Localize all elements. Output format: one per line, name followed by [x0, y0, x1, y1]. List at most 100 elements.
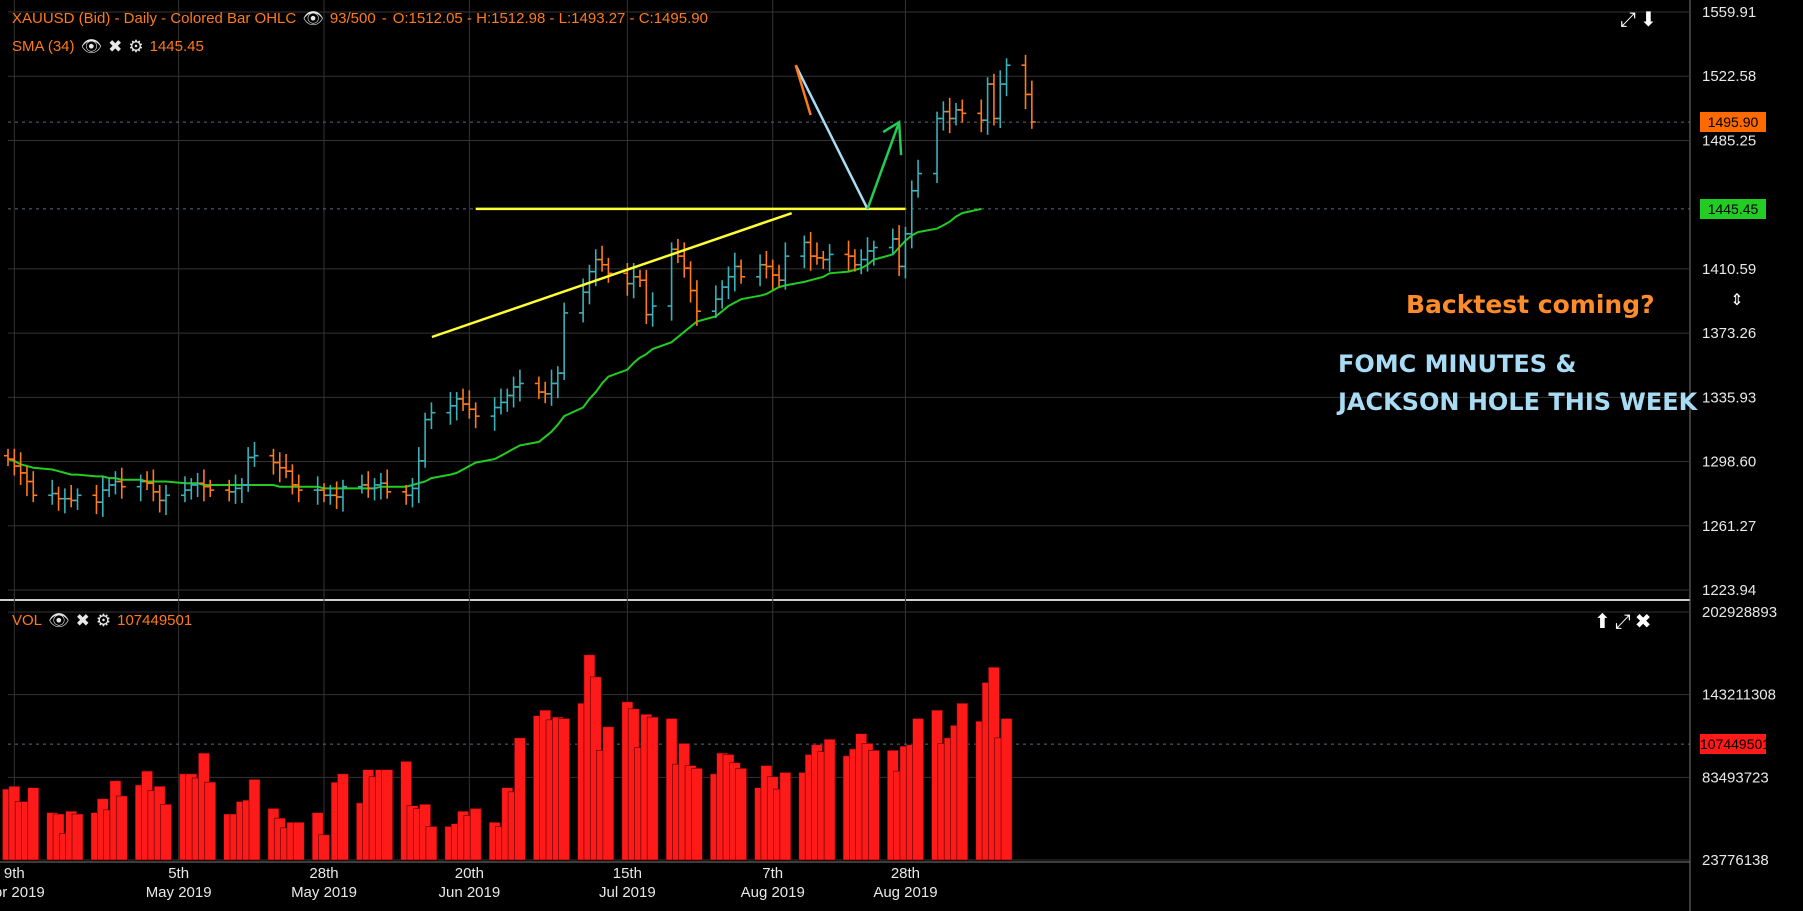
close-icon[interactable]: ✖: [75, 611, 90, 630]
ohlc-bar: [67, 484, 76, 508]
volume-legend: VOL 👁 ✖ ⚙ 107449501: [12, 612, 192, 629]
volume-bar: [823, 738, 836, 861]
sma-line: [7, 207, 982, 490]
volume-tick-label: 83493723: [1702, 769, 1769, 786]
ohlc-bar: [180, 476, 189, 503]
volume-bar: [381, 769, 394, 861]
eye-icon[interactable]: 👁: [48, 611, 70, 630]
ohlc-bar: [98, 476, 107, 517]
ohlc-readout-dash: -: [381, 10, 387, 27]
time-tick-day: 9th: [4, 865, 25, 882]
ohlc-bar: [737, 259, 746, 284]
volume-bar: [469, 808, 482, 861]
ohlc-bar: [105, 478, 114, 497]
ohlc-bar: [1027, 80, 1036, 129]
close-icon[interactable]: ✖: [1634, 611, 1652, 633]
volume-label: VOL: [12, 612, 43, 629]
fomc-annotation-line1[interactable]: FOMC MINUTES &: [1338, 350, 1577, 378]
ohlc-bar: [60, 488, 69, 514]
ohlc-bar: [338, 479, 347, 512]
ohlc-bar: [414, 447, 423, 504]
eye-icon[interactable]: 👁: [80, 37, 103, 56]
ohlc-bar: [534, 376, 543, 399]
volume-bar: [646, 716, 659, 861]
arrow-up-icon[interactable]: ⬆: [1594, 611, 1611, 633]
ohlc-bar: [155, 484, 164, 513]
sma-legend: SMA (34) 👁 ✖ ⚙ 1445.45: [12, 38, 204, 55]
price-panel-toolbar: ⤢ ⬇: [1620, 10, 1657, 30]
scale-drag-handle-icon[interactable]: ⇕: [1730, 292, 1744, 309]
rising-trendline: [431, 211, 793, 339]
time-tick-month: May 2019: [146, 884, 212, 901]
ohlc-bar: [958, 99, 967, 123]
gear-icon[interactable]: ⚙: [95, 611, 112, 630]
ohlc-bar: [136, 474, 145, 502]
sma-price-badge: 1445.45: [1700, 198, 1766, 219]
bars-count: 93/500: [329, 10, 376, 27]
ohlc-bar: [781, 242, 790, 290]
volume-panel-toolbar: ⬆ ⤢ ✖: [1594, 612, 1652, 632]
ohlc-readout: O:1512.05 - H:1512.98 - L:1493.27 - C:14…: [392, 10, 708, 27]
ohlc-bar: [812, 242, 821, 265]
ohlc-bar: [724, 266, 733, 300]
price-tick-label: 1559.91: [1702, 4, 1756, 21]
volume-bar: [735, 768, 747, 861]
ohlc-bar: [604, 257, 613, 283]
volume-tick-label: 23776138: [1702, 852, 1769, 869]
volume-tick-label: 143211308: [1702, 687, 1776, 704]
volume-value: 107449501: [117, 612, 193, 629]
time-tick-day: 28th: [891, 865, 920, 882]
ohlc-bar: [1021, 54, 1030, 110]
expand-icon[interactable]: ⤢: [1614, 611, 1631, 633]
fomc-annotation-line2[interactable]: JACKSON HOLE THIS WEEK: [1338, 388, 1698, 416]
sma-label: SMA (34): [12, 38, 75, 55]
ohlc-bar: [332, 481, 341, 510]
ohlc-bar: [680, 242, 689, 278]
arrow-down-icon[interactable]: ⬇: [1640, 9, 1657, 31]
ohlc-bar: [560, 302, 569, 381]
gear-icon[interactable]: ⚙: [128, 37, 144, 56]
price-tick-label: 1373.26: [1702, 325, 1756, 342]
ohlc-bar: [294, 474, 303, 503]
ohlc-bar: [648, 292, 657, 327]
eye-icon[interactable]: 👁: [302, 9, 324, 28]
ohlc-bar: [945, 97, 954, 134]
ohlc-bar: [48, 479, 57, 505]
price-legend: XAUUSD (Bid) - Daily - Colored Bar OHLC …: [12, 10, 708, 27]
axes-layer: 1223.94 1261.27 1298.60 1335.93 1373.26 1410.…: [0, 4, 1777, 901]
volume-bars-layer: [2, 654, 1013, 861]
ohlc-bar: [408, 478, 417, 508]
ohlc-bar: [503, 388, 512, 412]
time-tick-month: Jun 2019: [438, 884, 500, 901]
volume-bar: [691, 768, 703, 861]
ohlc-bar: [553, 366, 562, 399]
projection-up-arrowhead: [882, 119, 903, 156]
ohlc-bar: [357, 474, 366, 494]
time-tick-day: 28th: [309, 865, 338, 882]
ohlc-bar: [762, 250, 771, 279]
close-icon[interactable]: ✖: [108, 37, 123, 56]
ohlc-bar: [187, 478, 196, 500]
volume-bar: [558, 718, 570, 861]
ohlc-bar: [92, 484, 101, 515]
volume-bar: [956, 702, 969, 861]
ohlc-bar: [977, 99, 986, 133]
ohlc-bar: [383, 469, 392, 499]
ohlc-bar: [509, 376, 518, 408]
ohlc-bar: [939, 101, 948, 131]
ohlc-bar: [989, 73, 998, 126]
ohlc-bar: [730, 252, 739, 292]
projection-down-arrow: [794, 64, 869, 210]
ohlc-bar: [642, 269, 651, 325]
ohlc-bar: [636, 269, 644, 288]
ohlc-bar: [427, 402, 436, 430]
backtest-annotation[interactable]: Backtest coming?: [1406, 290, 1655, 319]
price-tick-label: 1261.27: [1702, 518, 1756, 535]
ohlc-bar: [237, 478, 246, 504]
volume-bar: [27, 787, 40, 861]
ohlc-bar: [421, 412, 430, 468]
expand-icon[interactable]: ⤢: [1620, 9, 1636, 31]
ohlc-bar: [1002, 58, 1011, 97]
drawing-tools-layer: [431, 64, 906, 339]
